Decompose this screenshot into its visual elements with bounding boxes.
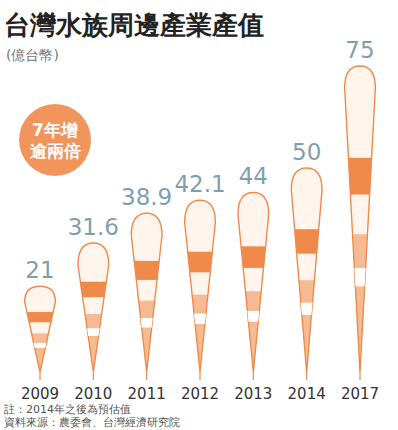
data-label: 75 bbox=[345, 37, 374, 63]
float-body bbox=[345, 66, 376, 372]
float-band bbox=[238, 246, 269, 268]
float-bands bbox=[185, 252, 216, 372]
x-tick-label: 2017 bbox=[341, 385, 379, 403]
x-tick: 2011 bbox=[128, 382, 166, 403]
x-tick: 2009 bbox=[21, 382, 59, 403]
float bbox=[291, 168, 322, 380]
data-label: 38.9 bbox=[121, 184, 172, 210]
data-label: 42.1 bbox=[174, 171, 225, 197]
float-band bbox=[25, 312, 56, 322]
x-tick-label: 2011 bbox=[128, 385, 166, 403]
badge: 7年增逾兩倍 bbox=[19, 104, 91, 176]
x-tick-label: 2012 bbox=[181, 385, 219, 403]
float-bands bbox=[78, 282, 109, 372]
float-bands bbox=[291, 229, 322, 372]
float-band bbox=[131, 261, 162, 280]
x-tick: 2012 bbox=[181, 382, 219, 403]
float-stem bbox=[199, 372, 200, 380]
float-band bbox=[78, 328, 109, 336]
badge-text: 逾兩倍 bbox=[30, 141, 81, 161]
float-stem bbox=[93, 372, 94, 380]
x-tick-label: 2009 bbox=[21, 385, 59, 403]
badge-circle bbox=[19, 104, 91, 176]
float bbox=[25, 286, 56, 380]
float-band bbox=[291, 280, 322, 372]
float-band bbox=[238, 311, 269, 322]
float-band bbox=[78, 314, 109, 372]
float-body bbox=[185, 200, 216, 372]
float-band bbox=[25, 333, 56, 372]
float-bands bbox=[345, 158, 376, 372]
float-stem bbox=[359, 372, 360, 380]
float-bands bbox=[25, 312, 56, 372]
x-tick: 2014 bbox=[288, 382, 326, 403]
float-stem bbox=[39, 372, 40, 380]
title: 台灣水族周邊產業產值 bbox=[4, 10, 264, 40]
chart: 台灣水族周邊產業產值(億台幣)2131.638.942.144507520092… bbox=[0, 0, 398, 430]
float-band bbox=[25, 343, 56, 348]
x-tick-label: 2014 bbox=[288, 385, 326, 403]
float-body bbox=[238, 192, 269, 372]
data-label: 50 bbox=[292, 139, 321, 165]
float bbox=[345, 66, 376, 380]
data-label: 44 bbox=[239, 163, 268, 189]
x-axis: 2009 2010 2011 2012 2013 2014 2017 bbox=[21, 382, 379, 403]
float-band bbox=[185, 295, 216, 372]
x-tick: 2017 bbox=[341, 382, 379, 403]
note: 註：2014年之後為預估值 bbox=[4, 403, 131, 416]
float bbox=[238, 192, 269, 380]
x-tick-label: 2013 bbox=[234, 385, 272, 403]
float-stem bbox=[306, 372, 307, 380]
float-band bbox=[345, 158, 376, 195]
float-body bbox=[78, 243, 109, 372]
source: 資料來源：農委會、台灣經濟研究院 bbox=[4, 416, 180, 429]
float bbox=[185, 200, 216, 380]
float-band bbox=[238, 291, 269, 372]
data-label: 31.6 bbox=[68, 214, 119, 240]
float-bands bbox=[238, 246, 269, 372]
subtitle: (億台幣) bbox=[6, 47, 59, 63]
float-band bbox=[185, 314, 216, 324]
float bbox=[78, 243, 109, 380]
float-body bbox=[131, 213, 162, 372]
float-band bbox=[131, 301, 162, 372]
float-stem bbox=[253, 372, 254, 380]
float-band bbox=[291, 229, 322, 253]
x-tick: 2010 bbox=[74, 382, 112, 403]
float-bands bbox=[131, 261, 162, 372]
x-tick-label: 2010 bbox=[74, 385, 112, 403]
float bbox=[131, 213, 162, 380]
x-tick: 2013 bbox=[234, 382, 272, 403]
float-band bbox=[185, 252, 216, 273]
data-label: 21 bbox=[25, 257, 54, 283]
float-band bbox=[131, 318, 162, 328]
badge-text: 7年增 bbox=[32, 120, 78, 140]
float-band bbox=[345, 234, 376, 372]
float-body bbox=[291, 168, 322, 372]
float-band bbox=[345, 268, 376, 286]
float-body bbox=[25, 286, 56, 372]
float-stem bbox=[146, 372, 147, 380]
float-band bbox=[291, 303, 322, 315]
float-band bbox=[78, 282, 109, 297]
